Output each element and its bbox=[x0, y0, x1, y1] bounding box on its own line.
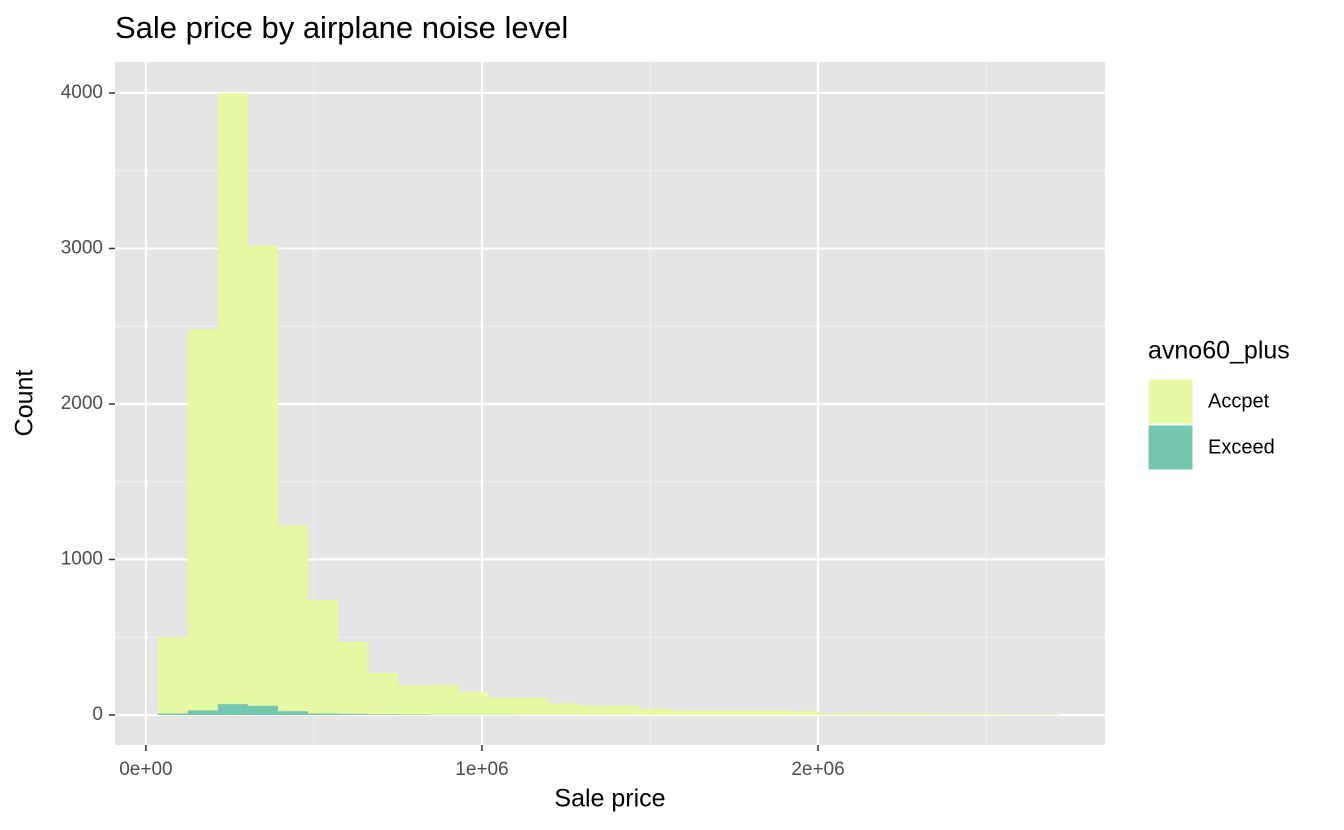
histogram-bar bbox=[338, 641, 369, 714]
chart-title: Sale price by airplane noise level bbox=[115, 10, 568, 45]
histogram-bar bbox=[909, 713, 940, 715]
histogram-bar bbox=[789, 711, 820, 715]
histogram-bar bbox=[819, 713, 850, 715]
histogram-bar bbox=[759, 710, 790, 715]
histogram-bar bbox=[428, 684, 459, 715]
y-tick-label: 4000 bbox=[61, 82, 103, 103]
histogram-bar bbox=[608, 705, 639, 715]
x-tick-label: 1e+06 bbox=[455, 759, 508, 780]
x-tick-label: 2e+06 bbox=[791, 759, 844, 780]
histogram-bar bbox=[277, 711, 309, 715]
histogram-bar bbox=[999, 714, 1030, 715]
y-tick-label: 1000 bbox=[61, 548, 103, 569]
y-tick-label: 2000 bbox=[61, 393, 103, 414]
histogram-bar bbox=[157, 713, 188, 715]
histogram-bar bbox=[217, 92, 248, 705]
histogram-bar bbox=[398, 685, 429, 715]
histogram-bar bbox=[879, 713, 910, 715]
y-axis-title: Count bbox=[11, 370, 39, 437]
histogram-bar bbox=[247, 705, 278, 715]
histogram-bar bbox=[277, 525, 309, 712]
histogram-bar bbox=[458, 691, 489, 715]
histogram-bar bbox=[548, 703, 579, 715]
histogram-bar bbox=[368, 714, 399, 715]
x-tick-label: 0e+00 bbox=[119, 759, 172, 780]
histogram-bar bbox=[217, 704, 248, 715]
histogram-bar bbox=[187, 710, 218, 715]
histogram-bar bbox=[187, 329, 218, 711]
histogram-bar bbox=[638, 708, 669, 715]
histogram-bar bbox=[969, 713, 1000, 715]
histogram-bar bbox=[849, 712, 880, 715]
legend-label: Accpet bbox=[1208, 390, 1270, 412]
histogram-bar bbox=[247, 245, 278, 706]
histogram-bar bbox=[338, 713, 369, 715]
histogram-bar bbox=[308, 713, 339, 715]
y-tick-label: 3000 bbox=[61, 237, 103, 258]
y-tick-label: 0 bbox=[92, 704, 103, 725]
legend-title: avno60_plus bbox=[1148, 337, 1290, 365]
histogram-bar bbox=[308, 599, 339, 714]
legend-key bbox=[1147, 424, 1194, 471]
histogram-bar bbox=[939, 713, 970, 715]
histogram-bar bbox=[488, 697, 519, 715]
legend-label: Exceed bbox=[1208, 436, 1275, 458]
histogram-bar bbox=[729, 710, 760, 715]
histogram-bar bbox=[518, 697, 549, 715]
histogram-bar bbox=[699, 710, 730, 715]
histogram-bar bbox=[578, 705, 609, 715]
histogram-bar bbox=[368, 672, 399, 715]
histogram-bar bbox=[157, 637, 188, 714]
histogram-bar bbox=[1029, 714, 1060, 715]
legend-key bbox=[1147, 378, 1194, 425]
histogram-bar bbox=[668, 710, 700, 715]
x-axis-title: Sale price bbox=[554, 785, 665, 813]
